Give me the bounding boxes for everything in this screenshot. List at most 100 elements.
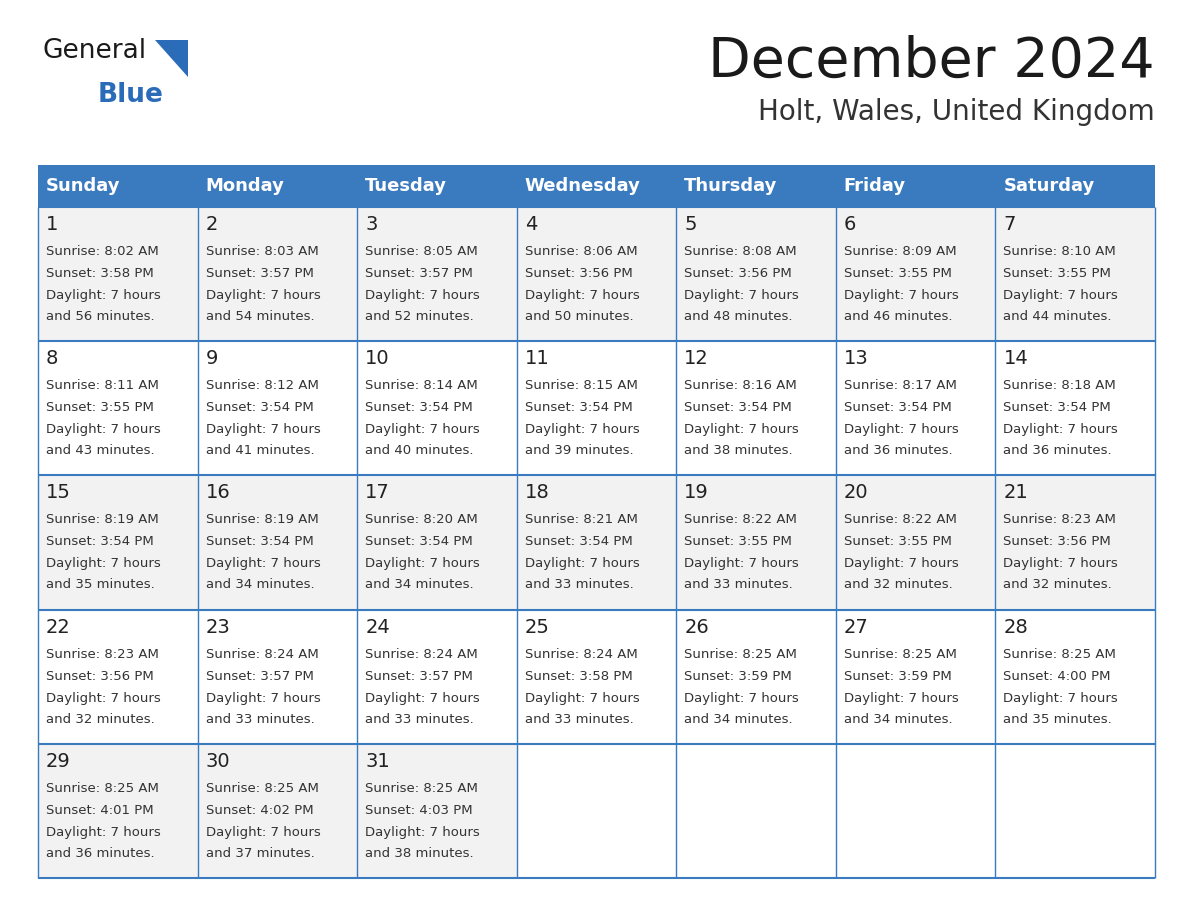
- Text: and 48 minutes.: and 48 minutes.: [684, 310, 792, 323]
- Text: General: General: [43, 38, 147, 64]
- Text: Sunrise: 8:24 AM: Sunrise: 8:24 AM: [525, 647, 638, 661]
- Text: 28: 28: [1004, 618, 1028, 636]
- Bar: [517, 341, 676, 476]
- Bar: [996, 476, 1155, 610]
- Text: and 37 minutes.: and 37 minutes.: [206, 846, 315, 860]
- Text: and 36 minutes.: and 36 minutes.: [1004, 444, 1112, 457]
- Text: Friday: Friday: [843, 177, 906, 195]
- Text: Sunset: 3:55 PM: Sunset: 3:55 PM: [684, 535, 792, 548]
- Text: Daylight: 7 hours: Daylight: 7 hours: [365, 691, 480, 705]
- Bar: [38, 476, 197, 610]
- Text: Daylight: 7 hours: Daylight: 7 hours: [46, 826, 160, 839]
- Bar: [676, 207, 836, 341]
- Text: Sunrise: 8:25 AM: Sunrise: 8:25 AM: [843, 647, 956, 661]
- Text: Sunrise: 8:23 AM: Sunrise: 8:23 AM: [46, 647, 159, 661]
- Text: 25: 25: [525, 618, 550, 636]
- Text: 21: 21: [1004, 484, 1028, 502]
- Text: Sunset: 3:54 PM: Sunset: 3:54 PM: [365, 401, 473, 414]
- Bar: [836, 207, 996, 341]
- Bar: [836, 165, 996, 207]
- Text: Daylight: 7 hours: Daylight: 7 hours: [684, 289, 800, 302]
- Text: and 54 minutes.: and 54 minutes.: [206, 310, 314, 323]
- Bar: [358, 744, 517, 878]
- Bar: [836, 341, 996, 476]
- Bar: [197, 744, 358, 878]
- Text: Daylight: 7 hours: Daylight: 7 hours: [525, 691, 639, 705]
- Text: Daylight: 7 hours: Daylight: 7 hours: [206, 289, 321, 302]
- Bar: [836, 476, 996, 610]
- Text: Sunrise: 8:10 AM: Sunrise: 8:10 AM: [1004, 245, 1117, 258]
- Text: Sunset: 3:54 PM: Sunset: 3:54 PM: [684, 401, 792, 414]
- Text: and 36 minutes.: and 36 minutes.: [843, 444, 953, 457]
- Text: Sunset: 3:57 PM: Sunset: 3:57 PM: [365, 669, 473, 683]
- Text: Daylight: 7 hours: Daylight: 7 hours: [46, 691, 160, 705]
- Text: Monday: Monday: [206, 177, 284, 195]
- Text: 23: 23: [206, 618, 230, 636]
- Text: 16: 16: [206, 484, 230, 502]
- Text: Daylight: 7 hours: Daylight: 7 hours: [1004, 557, 1118, 570]
- Text: Sunrise: 8:25 AM: Sunrise: 8:25 AM: [1004, 647, 1117, 661]
- Bar: [836, 610, 996, 744]
- Text: and 38 minutes.: and 38 minutes.: [684, 444, 792, 457]
- Text: Sunset: 4:00 PM: Sunset: 4:00 PM: [1004, 669, 1111, 683]
- Text: Sunset: 3:56 PM: Sunset: 3:56 PM: [684, 267, 792, 280]
- Text: 9: 9: [206, 349, 217, 368]
- Text: Sunrise: 8:20 AM: Sunrise: 8:20 AM: [365, 513, 478, 526]
- Text: 7: 7: [1004, 215, 1016, 234]
- Text: and 46 minutes.: and 46 minutes.: [843, 310, 953, 323]
- Bar: [676, 744, 836, 878]
- Text: Sunset: 3:54 PM: Sunset: 3:54 PM: [365, 535, 473, 548]
- Bar: [38, 341, 197, 476]
- Text: Sunrise: 8:09 AM: Sunrise: 8:09 AM: [843, 245, 956, 258]
- Bar: [197, 165, 358, 207]
- Text: Sunset: 3:56 PM: Sunset: 3:56 PM: [46, 669, 153, 683]
- Text: Sunset: 4:02 PM: Sunset: 4:02 PM: [206, 804, 314, 817]
- Text: and 35 minutes.: and 35 minutes.: [46, 578, 154, 591]
- Text: Thursday: Thursday: [684, 177, 778, 195]
- Text: and 32 minutes.: and 32 minutes.: [1004, 578, 1112, 591]
- Text: Daylight: 7 hours: Daylight: 7 hours: [365, 826, 480, 839]
- Text: Daylight: 7 hours: Daylight: 7 hours: [365, 557, 480, 570]
- Bar: [38, 207, 197, 341]
- Bar: [358, 610, 517, 744]
- Text: Sunset: 3:57 PM: Sunset: 3:57 PM: [206, 267, 314, 280]
- Text: 24: 24: [365, 618, 390, 636]
- Bar: [517, 476, 676, 610]
- Text: and 33 minutes.: and 33 minutes.: [684, 578, 794, 591]
- Text: 22: 22: [46, 618, 71, 636]
- Text: Daylight: 7 hours: Daylight: 7 hours: [843, 691, 959, 705]
- Text: Sunrise: 8:02 AM: Sunrise: 8:02 AM: [46, 245, 159, 258]
- Text: Sunset: 3:54 PM: Sunset: 3:54 PM: [206, 535, 314, 548]
- Text: 15: 15: [46, 484, 71, 502]
- Text: Sunrise: 8:12 AM: Sunrise: 8:12 AM: [206, 379, 318, 392]
- Text: Sunset: 3:58 PM: Sunset: 3:58 PM: [525, 669, 632, 683]
- Bar: [38, 610, 197, 744]
- Text: Tuesday: Tuesday: [365, 177, 447, 195]
- Text: Sunrise: 8:21 AM: Sunrise: 8:21 AM: [525, 513, 638, 526]
- Text: Daylight: 7 hours: Daylight: 7 hours: [206, 691, 321, 705]
- Text: Daylight: 7 hours: Daylight: 7 hours: [1004, 423, 1118, 436]
- Text: Sunrise: 8:08 AM: Sunrise: 8:08 AM: [684, 245, 797, 258]
- Text: Daylight: 7 hours: Daylight: 7 hours: [843, 289, 959, 302]
- Text: Daylight: 7 hours: Daylight: 7 hours: [525, 289, 639, 302]
- Text: and 44 minutes.: and 44 minutes.: [1004, 310, 1112, 323]
- Text: Sunrise: 8:25 AM: Sunrise: 8:25 AM: [684, 647, 797, 661]
- Text: Sunset: 3:55 PM: Sunset: 3:55 PM: [843, 535, 952, 548]
- Text: and 34 minutes.: and 34 minutes.: [843, 712, 953, 725]
- Text: Sunset: 3:54 PM: Sunset: 3:54 PM: [206, 401, 314, 414]
- Text: Daylight: 7 hours: Daylight: 7 hours: [1004, 289, 1118, 302]
- Text: Sunset: 3:59 PM: Sunset: 3:59 PM: [684, 669, 792, 683]
- Text: Daylight: 7 hours: Daylight: 7 hours: [46, 289, 160, 302]
- Text: Daylight: 7 hours: Daylight: 7 hours: [525, 423, 639, 436]
- Text: Daylight: 7 hours: Daylight: 7 hours: [684, 691, 800, 705]
- Text: 12: 12: [684, 349, 709, 368]
- Text: 19: 19: [684, 484, 709, 502]
- Bar: [676, 476, 836, 610]
- Text: and 33 minutes.: and 33 minutes.: [525, 712, 633, 725]
- Text: Sunrise: 8:06 AM: Sunrise: 8:06 AM: [525, 245, 637, 258]
- Text: Saturday: Saturday: [1004, 177, 1094, 195]
- Text: Sunset: 3:54 PM: Sunset: 3:54 PM: [1004, 401, 1111, 414]
- Bar: [358, 476, 517, 610]
- Bar: [517, 744, 676, 878]
- Text: Daylight: 7 hours: Daylight: 7 hours: [843, 557, 959, 570]
